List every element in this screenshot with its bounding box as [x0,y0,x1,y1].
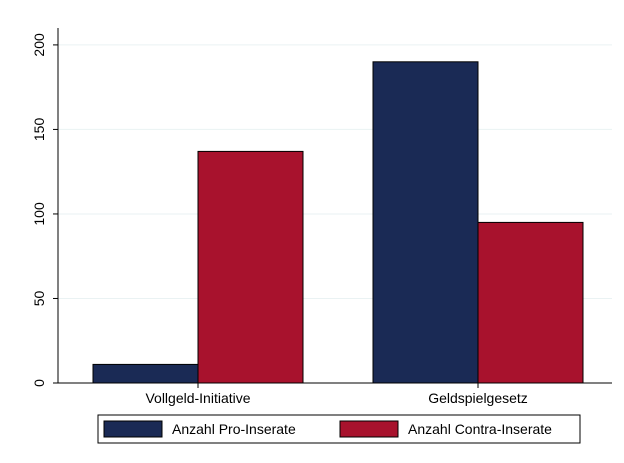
bar-pro-1 [372,61,479,384]
y-tick-label: 0 [31,379,47,387]
legend: Anzahl Pro-Inserate Anzahl Contra-Inserat… [97,414,581,444]
bar-contra-0 [197,150,304,384]
x-tick-label: Geldspielgesetz [428,390,528,406]
x-axis-ticks: Vollgeld-Initiative Geldspielgesetz [145,383,528,406]
legend-box [97,414,581,444]
legend-label-contra: Anzahl Contra-Inserate [408,421,552,437]
y-axis-ticks: 0 50 100 150 200 [31,33,58,387]
bar-pro-0 [92,363,199,384]
y-tick-label: 150 [31,118,47,142]
x-tick-label: Vollgeld-Initiative [145,390,250,406]
legend-key-pro [103,420,163,438]
y-tick-label: 200 [31,33,47,57]
y-tick-label: 50 [31,290,47,306]
y-tick-label: 100 [31,202,47,226]
legend-label-pro: Anzahl Pro-Inserate [172,421,296,437]
bars [92,61,584,384]
legend-key-contra [339,420,399,438]
bar-contra-1 [477,221,584,384]
legend-items: Anzahl Pro-Inserate Anzahl Contra-Inserat… [103,420,552,438]
